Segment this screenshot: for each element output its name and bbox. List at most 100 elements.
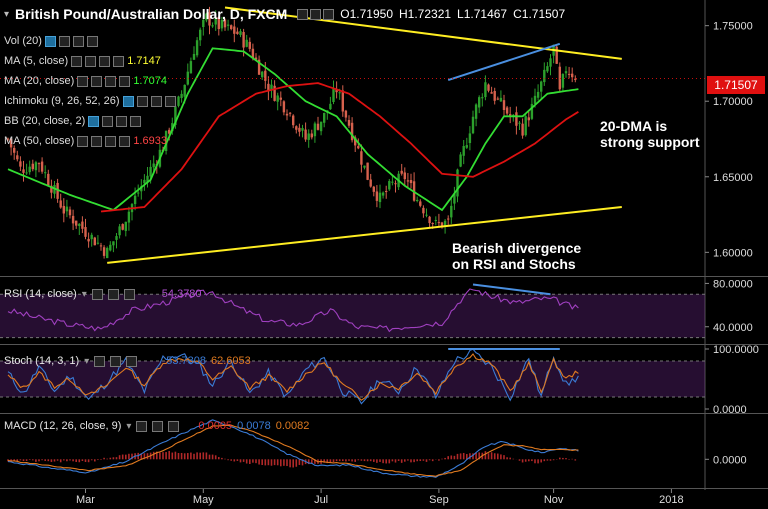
candle-body [409,180,413,184]
candle-body [540,81,543,92]
indicator-row-ma50[interactable]: MA (50, close) 1.6933 [4,131,176,151]
candle-body [484,82,487,98]
indicator-row-bb[interactable]: BB (20, close, 2) [4,111,176,131]
chevron-down-icon[interactable]: ▾ [81,288,87,300]
candle-body [137,192,140,194]
close-icon[interactable] [119,135,131,147]
settings-icon[interactable] [102,115,114,127]
candle-body [19,161,22,167]
candle-body [357,146,360,149]
eye-icon[interactable] [77,135,89,147]
symbol-dropdown-icon[interactable]: ▾ [4,8,10,20]
close-icon[interactable] [130,115,142,127]
close-icon[interactable] [119,75,131,87]
close-icon[interactable] [86,35,98,47]
candle-body [301,128,304,131]
settings-icon[interactable] [310,8,322,20]
indicator-row-ichimoku[interactable]: Ichimoku (9, 26, 52, 26) [4,91,176,111]
indicator-legend: Vol (20) MA (5, close) 1.7147 MA (20, cl… [4,31,176,151]
eye-icon[interactable] [44,35,56,47]
macd-title: MACD (12, 26, close, 9) [4,420,122,432]
eye-icon[interactable] [88,115,100,127]
chevron-down-icon[interactable]: ▾ [126,420,132,432]
candle-body [555,46,558,64]
macd-legend[interactable]: MACD (12, 26, close, 9) ▾ 0.0005 0.0078 … [4,420,309,432]
rsi-legend[interactable]: RSI (14, close) ▾ 54.3780 [4,288,202,300]
candle-body [505,107,509,114]
eye-icon[interactable] [91,288,103,300]
settings-icon[interactable] [136,95,148,107]
ma20-value: 1.7074 [133,75,167,87]
divergence-annotation: Bearish divergence on RSI and Stochs [452,240,581,272]
candle-body [567,73,571,75]
candle-body [304,129,307,140]
candle-body [459,154,462,167]
settings-icon[interactable] [85,55,97,67]
candle-body [251,48,255,59]
candle-body [40,161,44,172]
candle-body [230,25,233,30]
settings-icon[interactable] [110,355,122,367]
indicator-row-ma20[interactable]: MA (20, close) 1.7074 [4,71,176,91]
divergence-annotation-line-1: Bearish divergence [452,240,582,256]
candle-body [96,242,100,244]
settings-icon[interactable] [91,75,103,87]
close-icon[interactable] [123,288,135,300]
candle-body [140,186,143,192]
eye-icon[interactable] [122,95,134,107]
add-icon[interactable] [105,75,117,87]
candle-body [490,92,493,94]
eye-icon[interactable] [136,420,148,432]
close-icon[interactable] [113,55,125,67]
eye-icon[interactable] [297,8,309,20]
candle-body [288,112,292,114]
indicator-label: MA (5, close) [4,55,69,67]
add-icon[interactable] [105,135,117,147]
settings-icon[interactable] [152,420,164,432]
symbol-title: British Pound/Australian Dollar, D, FXCM [15,6,288,22]
indicator-label: Vol (20) [4,35,42,47]
settings-icon[interactable] [58,35,70,47]
candle-body [164,130,168,151]
candle-body [115,236,118,240]
add-icon[interactable] [99,55,111,67]
eye-icon[interactable] [94,355,106,367]
chart-header: ▾ British Pound/Australian Dollar, D, FX… [4,6,565,22]
close-icon[interactable] [323,8,335,20]
candle-body [443,220,447,227]
candle-body [350,122,354,141]
candle-body [471,116,475,134]
add-icon[interactable] [150,95,162,107]
indicator-row-ma5[interactable]: MA (5, close) 1.7147 [4,51,176,71]
stoch-legend[interactable]: Stoch (14, 3, 1) ▾ 53.7308 62.6053 [4,355,251,367]
candle-body [261,71,264,78]
eye-icon[interactable] [71,55,83,67]
settings-icon[interactable] [107,288,119,300]
close-icon[interactable] [164,95,176,107]
chevron-down-icon[interactable]: ▾ [84,355,90,367]
candle-body [99,245,103,247]
indicator-row-vol[interactable]: Vol (20) [4,31,176,51]
ma20-line [7,47,579,212]
candle-body [524,116,527,136]
add-icon[interactable] [116,115,128,127]
candle-body [6,138,10,140]
trendline-upper [224,6,622,60]
indicator-tick-label: 0.0000 [713,454,747,466]
candle-body [558,66,561,90]
eye-icon[interactable] [77,75,89,87]
time-tick-label: 2018 [659,494,683,506]
candle-body [533,95,537,104]
header-settings-buttons[interactable] [297,8,335,20]
close-icon[interactable] [168,420,180,432]
candle-body [84,227,87,237]
add-icon[interactable] [72,35,84,47]
candle-body [295,126,298,130]
candle-body [205,13,208,21]
trendline-divergence [447,42,561,82]
settings-icon[interactable] [91,135,103,147]
candle-body [453,193,456,204]
rsi-line [7,288,579,333]
close-icon[interactable] [126,355,138,367]
candle-body [310,133,313,138]
